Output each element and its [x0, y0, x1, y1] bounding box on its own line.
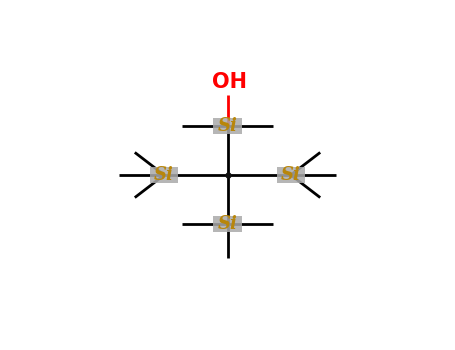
Text: OH: OH	[212, 72, 247, 92]
Text: Si: Si	[154, 166, 174, 184]
FancyBboxPatch shape	[213, 216, 242, 232]
Text: Si: Si	[217, 215, 238, 233]
Text: Si: Si	[281, 166, 301, 184]
FancyBboxPatch shape	[213, 118, 242, 134]
FancyBboxPatch shape	[277, 167, 305, 183]
FancyBboxPatch shape	[150, 167, 178, 183]
Text: Si: Si	[217, 117, 238, 135]
